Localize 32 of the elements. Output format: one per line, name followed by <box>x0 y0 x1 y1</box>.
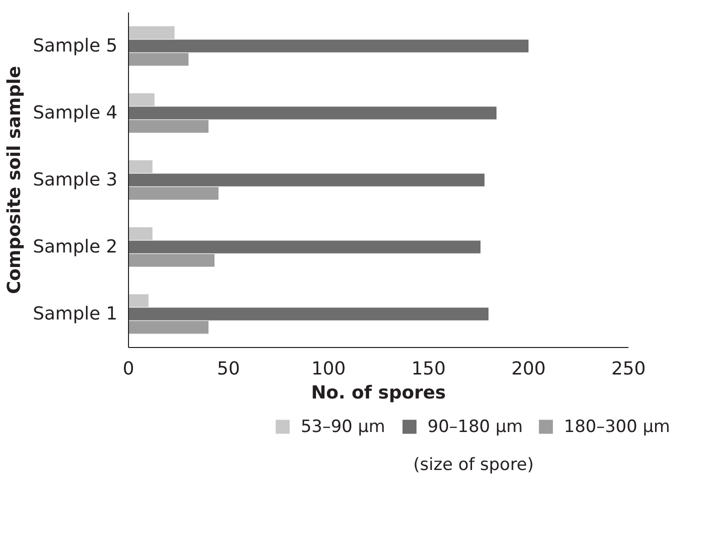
bar <box>128 53 188 66</box>
bar <box>128 40 528 52</box>
legend-label: 90–180 µm <box>428 416 523 437</box>
legend-label: 180–300 µm <box>564 416 670 437</box>
y-tick-label: Sample 4 <box>32 102 118 124</box>
x-tick-label: 50 <box>217 358 240 380</box>
bar <box>128 187 218 200</box>
y-axis-title: Composite soil sample <box>4 66 25 294</box>
bar <box>128 120 208 133</box>
x-tick-label: 0 <box>122 358 134 380</box>
y-tick-label: Sample 2 <box>32 236 118 258</box>
legend-title: (size of spore) <box>413 455 534 476</box>
bar <box>128 227 152 240</box>
x-tick-label: 150 <box>411 358 446 380</box>
bar <box>128 174 484 186</box>
legend-label: 53–90 µm <box>300 416 386 437</box>
bar <box>128 308 488 320</box>
bar <box>128 106 496 120</box>
bar <box>128 160 152 173</box>
bar <box>128 93 154 106</box>
bar <box>128 254 214 267</box>
x-tick-label: 200 <box>511 358 546 380</box>
bar <box>128 321 208 334</box>
x-axis-title: No. of spores <box>311 382 446 404</box>
bar <box>128 294 148 307</box>
x-tick-label: 250 <box>611 358 646 380</box>
bar <box>128 26 174 39</box>
y-tick-label: Sample 5 <box>32 36 118 56</box>
bar <box>128 240 480 254</box>
y-tick-label: Sample 3 <box>32 170 118 190</box>
y-tick-label: Sample 1 <box>32 304 118 324</box>
x-tick-label: 100 <box>311 358 346 380</box>
